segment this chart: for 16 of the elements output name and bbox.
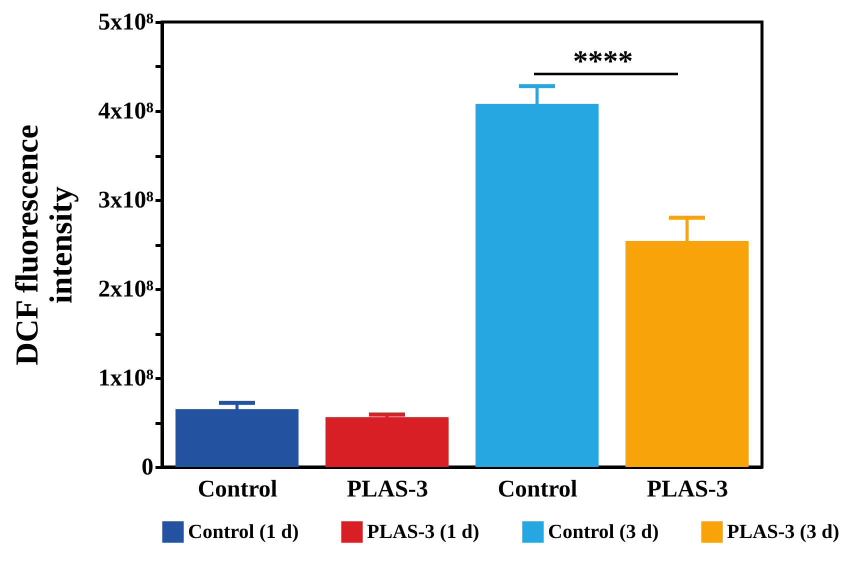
y-tick-label: 2x10⁸	[98, 276, 154, 302]
y-axis-title: DCF fluorescence intensity	[8, 124, 78, 366]
legend-label: PLAS-3 (3 d)	[727, 521, 840, 543]
legend-label: PLAS-3 (1 d)	[367, 521, 480, 543]
legend-label: Control (1 d)	[188, 521, 299, 543]
y-tick-label: 0	[142, 454, 154, 480]
annotation: ****	[573, 45, 633, 78]
x-tick-label: Control	[198, 476, 278, 502]
y-tick-label: 1x10⁸	[98, 366, 154, 392]
y-tick-label: 4x10⁸	[98, 98, 154, 124]
x-tick-label: Control	[498, 476, 578, 502]
y-tick-label: 5x10⁸	[98, 10, 154, 36]
legend-label: Control (3 d)	[548, 521, 659, 543]
y-tick-label: 3x10⁸	[98, 188, 154, 214]
x-tick-label: PLAS-3	[646, 476, 728, 502]
x-tick-label: PLAS-3	[346, 476, 428, 502]
